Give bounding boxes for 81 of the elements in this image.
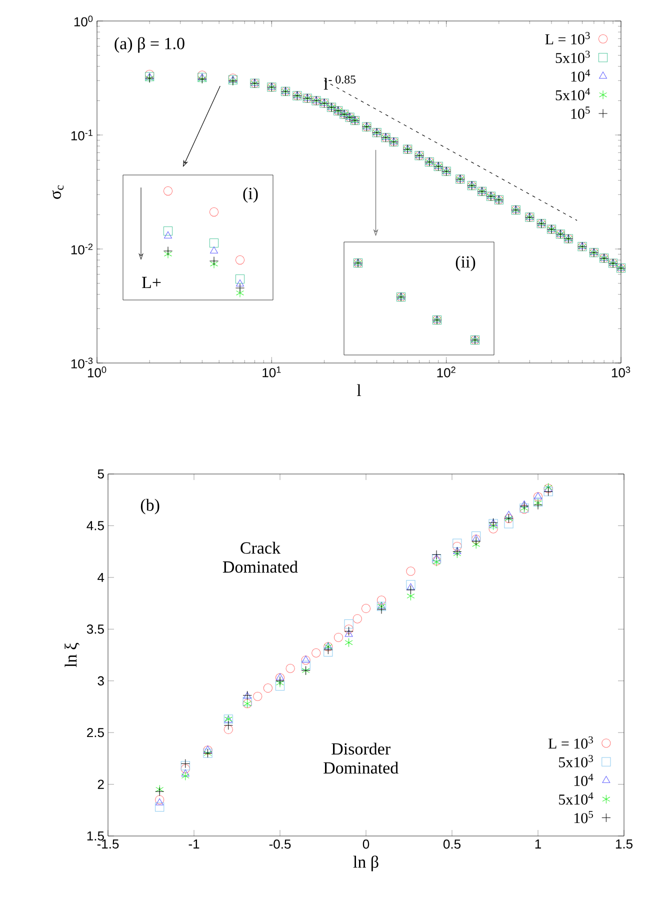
annotation: Disorder Dominated xyxy=(324,742,398,774)
legend-label: 5x10$^{4}$ xyxy=(559,792,594,805)
point xyxy=(472,532,481,541)
annotation: (i) xyxy=(243,187,258,203)
point xyxy=(286,664,295,673)
point xyxy=(352,614,362,624)
point xyxy=(376,604,386,614)
x-tick-label: 1 xyxy=(535,840,541,848)
point xyxy=(344,630,353,637)
x-tick-label: -0.5 xyxy=(269,840,291,849)
y-tick-label: 2.5 xyxy=(87,728,104,738)
y-tick-label: 10$^{-2}$ xyxy=(71,244,92,254)
legend-label: 10$^{4}$ xyxy=(574,774,594,786)
annotation: Crack Dominated xyxy=(222,542,298,573)
point xyxy=(344,619,354,629)
point xyxy=(432,550,442,560)
y-tick-label: 4.5 xyxy=(86,521,104,530)
point xyxy=(344,638,353,648)
point xyxy=(312,648,321,658)
annotation: L+ xyxy=(142,276,161,288)
y-tick-label: 4 xyxy=(98,572,104,582)
x-tick-label: 10$^{2}$ xyxy=(437,366,456,378)
point xyxy=(253,692,262,701)
legend-label: L = 10$^{3}$ xyxy=(545,32,590,44)
legend-label: L = 10$^{3}$ xyxy=(548,736,593,749)
legend-label: 5x10$^{3}$ xyxy=(559,755,593,768)
point xyxy=(180,764,190,774)
x-tick-label: 10$^{3}$ xyxy=(612,366,630,378)
point xyxy=(452,538,462,548)
point xyxy=(155,795,164,804)
point xyxy=(406,566,416,576)
y-tick-label: 10$^{0}$ xyxy=(74,16,93,26)
point xyxy=(263,684,273,693)
y-axis-title: ln ξ xyxy=(64,642,80,668)
point xyxy=(181,769,190,776)
y-tick-label: 1.5 xyxy=(87,831,104,841)
point xyxy=(488,524,498,534)
legend-label: 5x10$^{3}$ xyxy=(556,50,590,64)
x-tick-label: 0 xyxy=(362,840,370,849)
y-tick-label: 10$^{-3}$ xyxy=(71,358,93,368)
point xyxy=(334,632,344,642)
point xyxy=(453,547,462,554)
point xyxy=(275,681,285,691)
point xyxy=(376,596,386,605)
point xyxy=(361,604,371,614)
annotation: l$^{- 0.85}$ xyxy=(324,75,356,90)
point xyxy=(406,591,415,601)
x-tick-label: 10$^{1}$ xyxy=(262,366,281,378)
legend-label: 10$^{4}$ xyxy=(571,69,590,82)
legend-label: 10$^{5}$ xyxy=(571,106,590,119)
legend-label: 5x10$^{4}$ xyxy=(556,88,590,100)
point xyxy=(242,696,252,706)
annotation: (ii) xyxy=(456,256,476,272)
y-axis-title: σ$_{c}$ xyxy=(52,185,64,199)
x-axis-title: ln β xyxy=(353,856,378,872)
annotation: (a) β = 1.0 xyxy=(114,37,184,53)
x-tick-label: 0.5 xyxy=(443,840,460,849)
x-axis-title: l xyxy=(356,384,362,396)
point xyxy=(406,585,416,594)
point xyxy=(155,802,164,812)
x-tick-label: -1 xyxy=(188,840,200,848)
y-tick-label: 2 xyxy=(98,780,104,789)
y-tick-label: 3 xyxy=(98,676,104,686)
x-tick-label: -1.5 xyxy=(97,840,119,849)
y-tick-label: 3.5 xyxy=(86,624,104,634)
point xyxy=(301,660,310,670)
point xyxy=(224,724,233,734)
y-tick-label: 5 xyxy=(98,469,104,479)
legend-label: 10$^{5}$ xyxy=(574,810,593,824)
point xyxy=(520,500,528,508)
point xyxy=(181,771,190,781)
annotation: (b) xyxy=(140,498,160,514)
point xyxy=(224,720,233,730)
point xyxy=(406,580,416,590)
point xyxy=(156,798,164,806)
point xyxy=(533,500,543,510)
x-tick-label: 1.5 xyxy=(616,840,632,849)
y-tick-label: 10$^{-1}$ xyxy=(71,130,93,140)
point xyxy=(504,519,514,528)
point xyxy=(155,786,164,796)
point xyxy=(504,510,513,518)
